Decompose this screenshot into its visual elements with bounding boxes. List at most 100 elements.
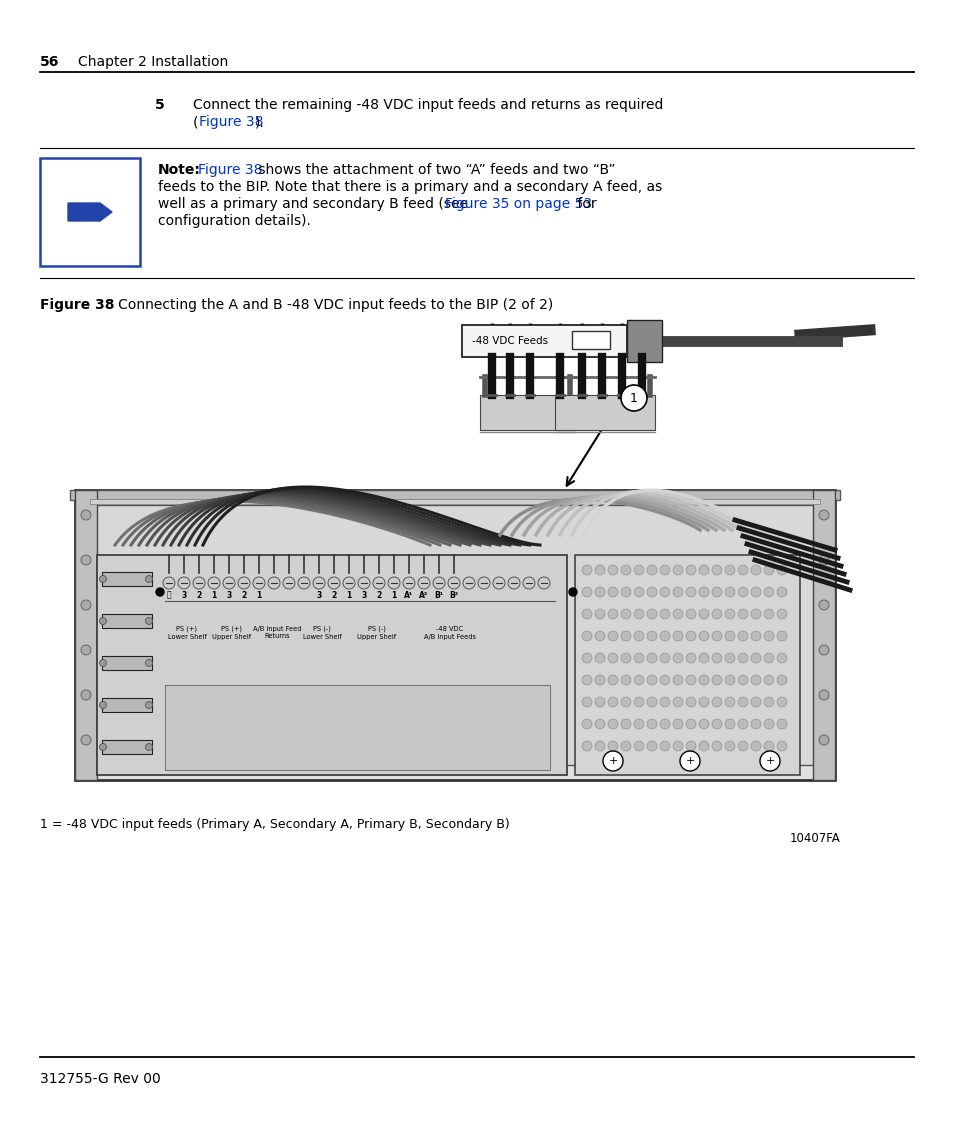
Circle shape: [750, 741, 760, 751]
Text: feeds to the BIP. Note that there is a primary and a secondary A feed, as: feeds to the BIP. Note that there is a p…: [158, 180, 661, 194]
Text: Connecting the A and B -48 VDC input feeds to the BIP (2 of 2): Connecting the A and B -48 VDC input fee…: [105, 298, 553, 311]
Circle shape: [818, 510, 828, 520]
Circle shape: [685, 653, 696, 663]
Circle shape: [659, 719, 669, 729]
Circle shape: [568, 589, 577, 597]
Circle shape: [99, 660, 107, 666]
Circle shape: [146, 617, 152, 624]
Circle shape: [253, 577, 265, 589]
Text: ⏚: ⏚: [167, 591, 172, 600]
Circle shape: [659, 631, 669, 641]
Circle shape: [685, 609, 696, 619]
Circle shape: [646, 609, 657, 619]
Circle shape: [750, 587, 760, 597]
Circle shape: [477, 577, 490, 589]
Circle shape: [699, 697, 708, 706]
Circle shape: [776, 653, 786, 663]
Bar: [75, 490, 834, 780]
Text: -48 VDC
A/B Input Feeds: -48 VDC A/B Input Feeds: [423, 626, 476, 640]
Circle shape: [146, 702, 152, 709]
Circle shape: [646, 631, 657, 641]
Circle shape: [685, 697, 696, 706]
Circle shape: [646, 741, 657, 751]
Circle shape: [620, 631, 630, 641]
Circle shape: [581, 697, 592, 706]
Circle shape: [763, 697, 773, 706]
Circle shape: [711, 587, 721, 597]
Circle shape: [659, 587, 669, 597]
Text: 2: 2: [196, 591, 201, 600]
Circle shape: [672, 564, 682, 575]
Circle shape: [646, 719, 657, 729]
Circle shape: [99, 702, 107, 709]
Circle shape: [537, 577, 550, 589]
Circle shape: [223, 577, 234, 589]
Circle shape: [738, 741, 747, 751]
Circle shape: [763, 676, 773, 685]
Circle shape: [699, 609, 708, 619]
Circle shape: [581, 741, 592, 751]
Circle shape: [818, 735, 828, 745]
Bar: [40, 158, 140, 266]
Text: PS (+)
Lower Shelf: PS (+) Lower Shelf: [168, 626, 206, 640]
Text: for: for: [573, 197, 596, 211]
Circle shape: [763, 587, 773, 597]
Circle shape: [760, 751, 780, 771]
Circle shape: [493, 577, 504, 589]
Text: (: (: [193, 114, 198, 129]
Bar: [90, 499, 820, 504]
Circle shape: [738, 609, 747, 619]
Text: +: +: [608, 756, 617, 766]
Circle shape: [634, 653, 643, 663]
Text: Chapter 2 Installation: Chapter 2 Installation: [78, 55, 228, 69]
Bar: [555, 395, 655, 431]
Text: 3: 3: [226, 591, 232, 600]
Circle shape: [634, 564, 643, 575]
Text: PS (-)
Upper Shelf: PS (-) Upper Shelf: [357, 626, 396, 640]
Circle shape: [738, 653, 747, 663]
Circle shape: [711, 719, 721, 729]
Circle shape: [711, 564, 721, 575]
Circle shape: [620, 564, 630, 575]
Bar: [572, 331, 609, 349]
Circle shape: [634, 631, 643, 641]
Circle shape: [679, 751, 700, 771]
Text: 3: 3: [181, 591, 187, 600]
Circle shape: [750, 697, 760, 706]
Text: configuration details).: configuration details).: [158, 214, 311, 228]
Bar: [70, 490, 840, 500]
Circle shape: [763, 653, 773, 663]
Bar: [461, 325, 626, 357]
Text: 1: 1: [212, 591, 216, 600]
Text: +: +: [764, 756, 774, 766]
Circle shape: [776, 587, 786, 597]
Circle shape: [659, 653, 669, 663]
Circle shape: [595, 631, 604, 641]
Bar: [479, 395, 575, 431]
Circle shape: [620, 653, 630, 663]
Circle shape: [343, 577, 355, 589]
Circle shape: [156, 589, 164, 597]
Text: 2: 2: [241, 591, 247, 600]
Circle shape: [685, 676, 696, 685]
Circle shape: [607, 676, 618, 685]
Circle shape: [738, 631, 747, 641]
Circle shape: [724, 741, 734, 751]
Circle shape: [763, 719, 773, 729]
Circle shape: [402, 577, 415, 589]
Circle shape: [685, 587, 696, 597]
Circle shape: [388, 577, 399, 589]
Circle shape: [607, 741, 618, 751]
Circle shape: [685, 719, 696, 729]
Text: PS (+)
Upper Shelf: PS (+) Upper Shelf: [213, 626, 252, 640]
Circle shape: [581, 653, 592, 663]
Circle shape: [699, 587, 708, 597]
Circle shape: [634, 609, 643, 619]
Text: Figure 35 on page 53: Figure 35 on page 53: [444, 197, 592, 211]
Circle shape: [99, 743, 107, 750]
Circle shape: [685, 564, 696, 575]
Text: B²: B²: [449, 591, 458, 600]
Circle shape: [776, 609, 786, 619]
Bar: [75, 490, 97, 780]
Circle shape: [724, 564, 734, 575]
